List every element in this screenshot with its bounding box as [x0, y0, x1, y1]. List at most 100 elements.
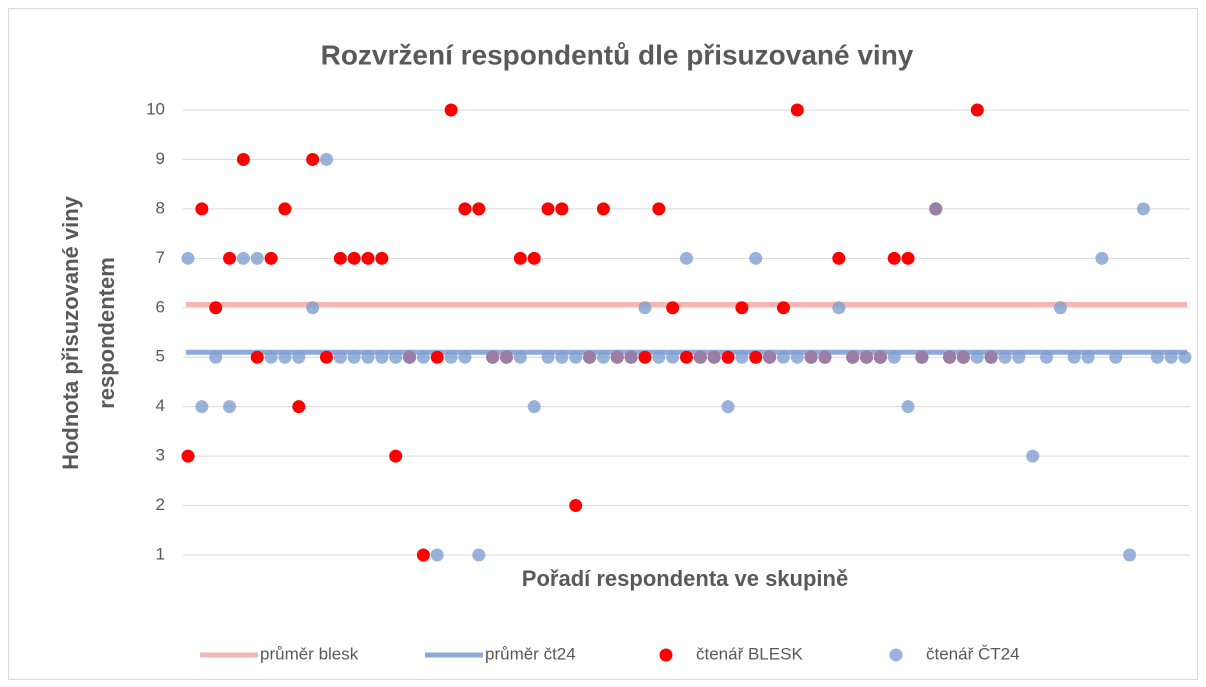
point — [943, 350, 957, 364]
y-axis-title-line: respondentem — [94, 257, 119, 409]
point — [375, 350, 389, 364]
point — [860, 350, 874, 364]
y-tick-label: 5 — [156, 347, 165, 366]
point — [527, 251, 541, 265]
point — [1123, 548, 1137, 562]
point — [347, 251, 361, 265]
point — [735, 350, 749, 364]
point — [236, 251, 250, 265]
point — [680, 350, 693, 364]
point — [1040, 350, 1054, 364]
point — [1095, 251, 1109, 265]
point — [1178, 350, 1192, 364]
point — [721, 400, 735, 414]
point — [333, 350, 347, 364]
y-tick-label: 6 — [156, 297, 165, 316]
point — [666, 301, 680, 315]
point — [181, 251, 195, 265]
point — [347, 350, 361, 364]
point — [333, 251, 347, 265]
point — [181, 449, 195, 463]
point — [749, 251, 763, 265]
point — [832, 251, 846, 265]
point — [790, 103, 804, 117]
chart-title: Rozvržení respondentů dle přisuzované vi… — [321, 39, 914, 70]
point — [555, 202, 569, 216]
point — [403, 350, 417, 364]
y-tick-label: 2 — [156, 495, 165, 514]
point — [707, 350, 721, 364]
point — [209, 350, 223, 364]
point — [790, 350, 804, 364]
point — [319, 350, 333, 364]
point — [250, 350, 264, 364]
point — [444, 350, 458, 364]
point — [278, 202, 292, 216]
point — [444, 103, 458, 117]
y-tick-label: 7 — [156, 248, 165, 267]
legend-label: čtenář ČT24 — [926, 644, 1020, 663]
point — [693, 350, 707, 364]
point — [513, 251, 527, 265]
y-tick-label: 9 — [156, 149, 165, 168]
x-axis-title: Pořadí respondenta ve skupině — [522, 566, 848, 591]
legend-swatch — [659, 648, 673, 662]
y-axis-title: Hodnota přisuzované viny respondentem — [58, 195, 119, 470]
point — [915, 350, 929, 364]
y-tick-label: 10 — [146, 99, 165, 118]
point — [223, 251, 237, 265]
point — [970, 103, 984, 117]
point — [569, 499, 583, 513]
point — [264, 251, 278, 265]
point — [638, 350, 652, 364]
point — [721, 350, 735, 364]
point — [527, 400, 541, 414]
point — [749, 350, 763, 364]
point — [1012, 350, 1026, 364]
point — [1053, 301, 1067, 315]
point — [1136, 202, 1150, 216]
point — [472, 548, 486, 562]
point — [1164, 350, 1178, 364]
point — [250, 251, 264, 265]
point — [472, 202, 486, 216]
point — [430, 548, 444, 562]
point — [541, 202, 555, 216]
point — [458, 350, 472, 364]
y-tick-label: 3 — [156, 446, 165, 465]
point — [610, 350, 624, 364]
point — [1109, 350, 1123, 364]
point — [666, 350, 680, 364]
y-tick-label: 1 — [156, 544, 165, 563]
point — [430, 350, 444, 364]
point — [361, 350, 375, 364]
point — [680, 251, 693, 265]
point — [818, 350, 832, 364]
point — [624, 350, 638, 364]
point — [763, 350, 777, 364]
point — [776, 301, 790, 315]
point — [306, 301, 320, 315]
point — [956, 350, 970, 364]
point — [306, 152, 320, 166]
point — [389, 449, 403, 463]
legend-label: čtenář BLESK — [696, 644, 803, 663]
point — [292, 350, 306, 364]
point — [486, 350, 500, 364]
point — [638, 301, 652, 315]
point — [361, 251, 375, 265]
point — [375, 251, 389, 265]
point — [735, 301, 749, 315]
legend-label: průměr čt24 — [485, 644, 576, 663]
point — [416, 350, 430, 364]
point — [278, 350, 292, 364]
point — [416, 548, 430, 562]
point — [1026, 449, 1040, 463]
point — [319, 152, 333, 166]
y-tick-label: 8 — [156, 198, 165, 217]
point — [596, 350, 610, 364]
chart-border — [8, 8, 1198, 680]
point — [887, 350, 901, 364]
point — [804, 350, 818, 364]
legend-label: průměr blesk — [260, 644, 359, 663]
